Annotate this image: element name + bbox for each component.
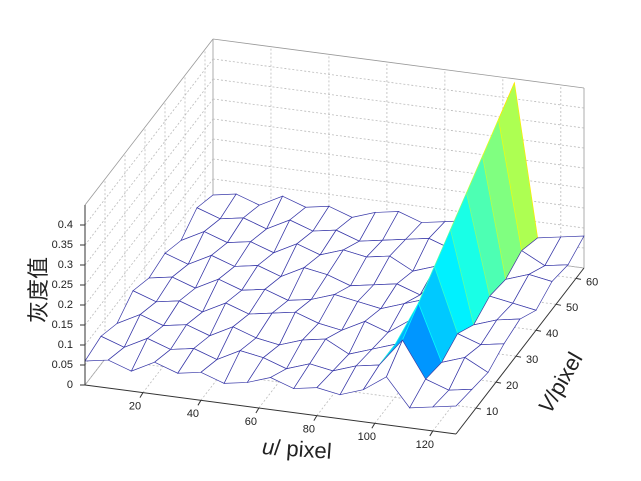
grid-line: [212, 98, 585, 149]
grid-line: [212, 118, 585, 169]
x-axis-line: [84, 384, 457, 435]
grid-line: [84, 98, 214, 266]
grid-line: [84, 118, 214, 286]
box-edge: [84, 38, 214, 206]
grid-line: [84, 178, 214, 346]
x-tick-label: 20: [129, 401, 141, 413]
grid-line: [84, 58, 214, 226]
y-tick: [535, 329, 542, 332]
x-tick-label: 120: [416, 439, 434, 451]
y-tick: [575, 277, 582, 280]
grid-line: [84, 158, 214, 326]
y-axis-line: [455, 267, 585, 435]
z-tick-label: 0: [67, 379, 73, 391]
y-tick-label: 50: [566, 302, 578, 314]
y-tick-label: 40: [546, 328, 558, 340]
grid-line: [212, 58, 585, 109]
y-tick: [555, 303, 562, 306]
y-tick-label: 20: [506, 380, 518, 392]
x-tick: [371, 423, 376, 429]
y-axis-label-rest: /pixel: [540, 348, 587, 405]
z-tick-label: 0.05: [52, 359, 73, 371]
z-tick-label: 0.25: [52, 279, 73, 291]
x-tick-label: 100: [358, 431, 376, 443]
grid-line: [212, 78, 585, 129]
y-tick: [475, 407, 482, 410]
x-tick: [139, 392, 144, 398]
z-tick-label: 0.35: [52, 239, 73, 251]
x-axis-label: u/ pixel: [261, 434, 332, 464]
y-tick: [495, 381, 502, 384]
y-tick-label: 10: [486, 406, 498, 418]
z-tick-label: 0.3: [58, 259, 73, 271]
box-edge: [212, 38, 585, 89]
y-tick-label: 30: [526, 354, 538, 366]
grid-line: [84, 138, 214, 306]
x-tick: [197, 400, 202, 406]
x-tick: [429, 430, 434, 437]
z-tick-label: 0.4: [58, 219, 73, 231]
x-tick-label: 80: [303, 424, 315, 436]
x-axis-label-rest: / pixel: [273, 435, 332, 464]
x-tick-label: 60: [245, 416, 257, 428]
x-tick-label: 40: [187, 408, 199, 420]
z-tick-label: 0.1: [58, 339, 73, 351]
z-axis-label: 灰度值: [27, 257, 52, 323]
z-tick-label: 0.15: [52, 319, 73, 331]
y-tick: [515, 355, 522, 358]
surface-face: [431, 388, 473, 408]
y-tick-label: 60: [586, 276, 598, 288]
z-tick-label: 0.2: [58, 299, 73, 311]
grid-line: [84, 78, 214, 246]
x-tick: [313, 415, 318, 421]
y-axis-label: V/pixel: [533, 348, 588, 418]
x-axis-label-italic: u: [261, 434, 275, 460]
x-tick: [255, 407, 260, 414]
